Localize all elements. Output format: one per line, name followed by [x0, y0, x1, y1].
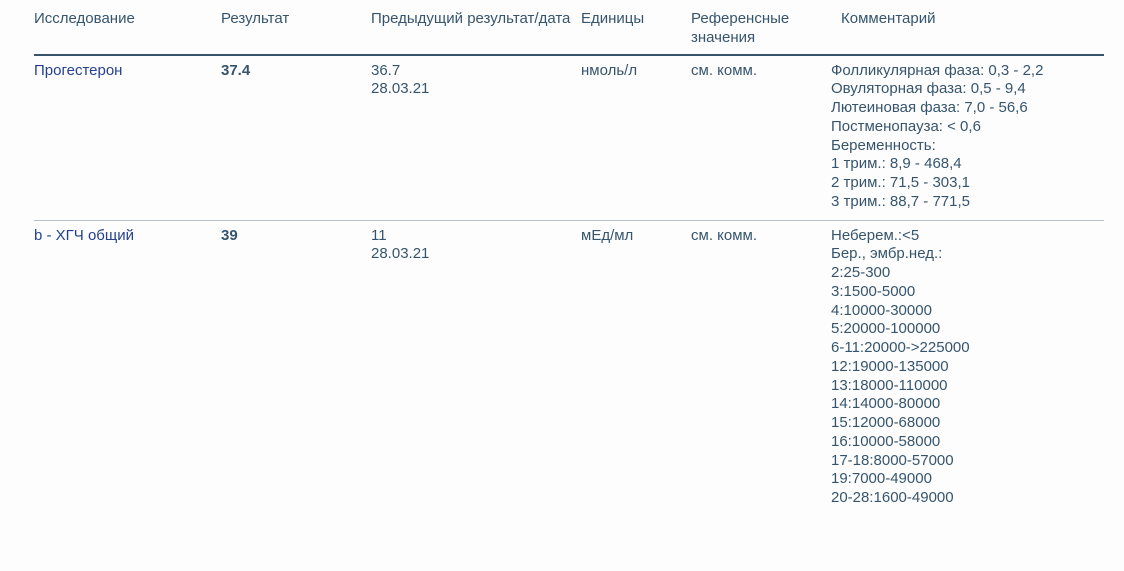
- lab-report-page: Исследование Результат Предыдущий резуль…: [0, 0, 1124, 571]
- comment-line: 2:25-300: [831, 264, 1098, 283]
- comment-line: 3 трим.: 88,7 - 771,5: [831, 193, 1098, 212]
- comment-line: 2 трим.: 71,5 - 303,1: [831, 174, 1098, 193]
- col-test: Исследование: [34, 6, 221, 55]
- table-row: b - ХГЧ общий391128.03.21мЕд/млсм. комм.…: [34, 220, 1104, 516]
- comment-line: 17-18:8000-57000: [831, 452, 1098, 471]
- comment-line: Постменопауза: < 0,6: [831, 118, 1098, 137]
- comment-line: 1 трим.: 8,9 - 468,4: [831, 155, 1098, 174]
- comment: Фолликулярная фаза: 0,3 - 2,2Овуляторная…: [823, 55, 1104, 221]
- results-table: Исследование Результат Предыдущий резуль…: [34, 6, 1104, 516]
- previous-result-line: 28.03.21: [371, 245, 575, 264]
- col-prev: Предыдущий результат/дата: [371, 6, 581, 55]
- col-comment: Комментарий: [823, 6, 1104, 55]
- comment-line: 6-11:20000->225000: [831, 339, 1098, 358]
- comment-line: Бер., эмбр.нед.:: [831, 245, 1098, 264]
- comment-line: 14:14000-80000: [831, 395, 1098, 414]
- comment-line: Овуляторная фаза: 0,5 - 9,4: [831, 80, 1098, 99]
- comment-line: 13:18000-110000: [831, 377, 1098, 396]
- table-row: Прогестерон37.436.728.03.21нмоль/лсм. ко…: [34, 55, 1104, 221]
- test-name: b - ХГЧ общий: [34, 220, 221, 516]
- test-name: Прогестерон: [34, 55, 221, 221]
- comment-line: Фолликулярная фаза: 0,3 - 2,2: [831, 62, 1098, 81]
- comment-line: 4:10000-30000: [831, 302, 1098, 321]
- units: нмоль/л: [581, 55, 691, 221]
- previous-result-line: 36.7: [371, 62, 575, 81]
- reference-values: см. комм.: [691, 55, 823, 221]
- comment-line: 16:10000-58000: [831, 433, 1098, 452]
- table-header-row: Исследование Результат Предыдущий резуль…: [34, 6, 1104, 55]
- comment-line: 5:20000-100000: [831, 320, 1098, 339]
- comment-line: Лютеиновая фаза: 7,0 - 56,6: [831, 99, 1098, 118]
- comment-line: 20-28:1600-49000: [831, 489, 1098, 508]
- units: мЕд/мл: [581, 220, 691, 516]
- result-value: 37.4: [221, 55, 371, 221]
- previous-result-line: 28.03.21: [371, 80, 575, 99]
- result-value: 39: [221, 220, 371, 516]
- col-units: Единицы: [581, 6, 691, 55]
- comment-line: Беременность:: [831, 137, 1098, 156]
- table-body: Прогестерон37.436.728.03.21нмоль/лсм. ко…: [34, 55, 1104, 516]
- col-result: Результат: [221, 6, 371, 55]
- reference-values: см. комм.: [691, 220, 823, 516]
- previous-result: 1128.03.21: [371, 220, 581, 516]
- comment: Неберем.:<5Бер., эмбр.нед.:2:25-3003:150…: [823, 220, 1104, 516]
- comment-line: 3:1500-5000: [831, 283, 1098, 302]
- previous-result-line: 11: [371, 227, 575, 246]
- comment-line: 19:7000-49000: [831, 470, 1098, 489]
- col-ref: Референсные значения: [691, 6, 823, 55]
- comment-line: Неберем.:<5: [831, 227, 1098, 246]
- comment-line: 12:19000-135000: [831, 358, 1098, 377]
- previous-result: 36.728.03.21: [371, 55, 581, 221]
- comment-line: 15:12000-68000: [831, 414, 1098, 433]
